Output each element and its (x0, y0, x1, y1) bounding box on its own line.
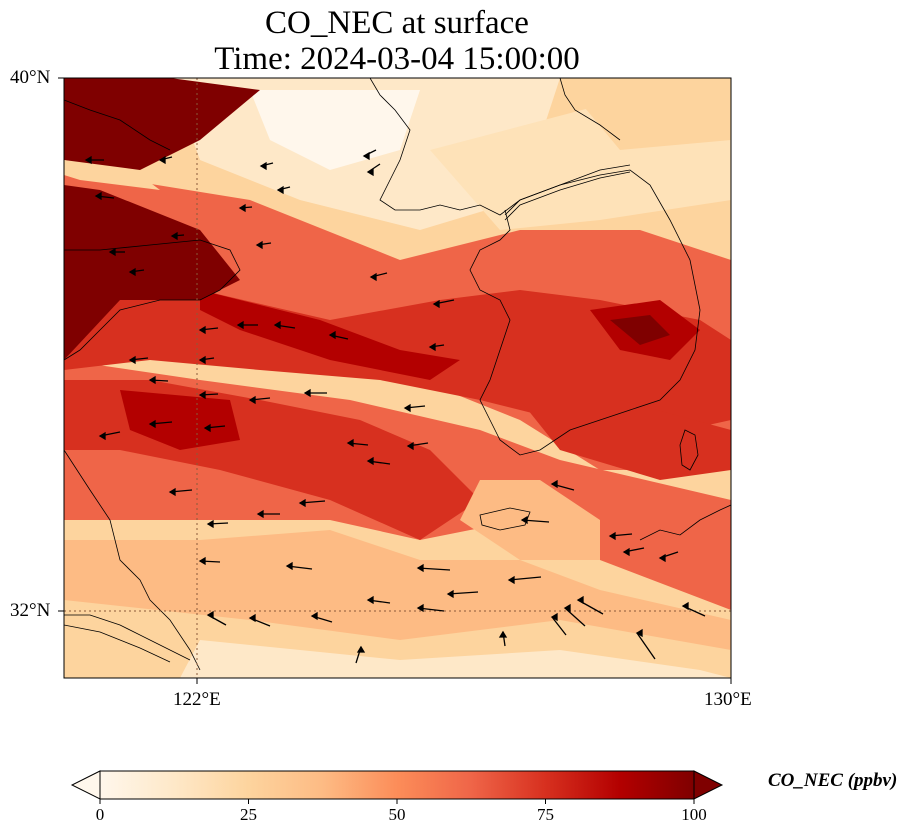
colorbar-tick-50: 50 (388, 805, 406, 824)
colorbar-tick-25: 25 (240, 805, 257, 824)
colorbar (70, 770, 724, 804)
colorbar-tick-75: 75 (537, 805, 554, 824)
map-title: CO_NEC at surface (265, 5, 529, 41)
map-subtitle-time: Time: 2024-03-04 15:00:00 (214, 41, 580, 77)
coastlines (64, 78, 731, 671)
colorbar-label: CO_NEC (ppbv) (768, 770, 898, 791)
lon-label-130e: 130°E (704, 689, 752, 710)
lat-label-40n: 40°N (10, 67, 51, 88)
axis-ticks (58, 77, 732, 684)
colorbar-tick-100: 100 (681, 805, 707, 824)
colorbar-tick-0: 0 (95, 805, 105, 824)
concentration-field (64, 78, 731, 678)
lat-label-32n: 32°N (10, 600, 51, 621)
gridlines (64, 78, 731, 678)
wind-vectors (84, 149, 706, 664)
map-frame (63, 77, 732, 679)
lon-label-122e: 122°E (173, 689, 221, 710)
